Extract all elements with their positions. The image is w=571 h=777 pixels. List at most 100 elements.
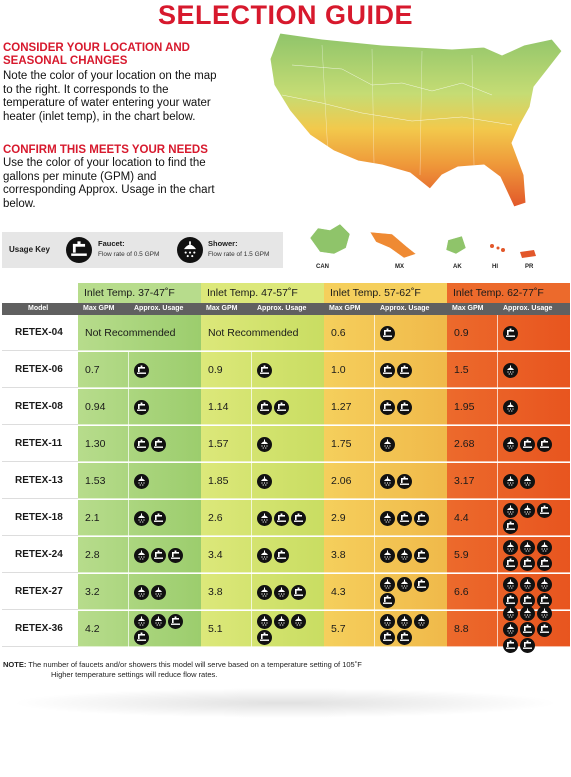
shower-icon (291, 613, 306, 629)
shower-icon (257, 510, 272, 526)
max-gpm-value: 3.17 (454, 475, 475, 487)
faucet-icon (257, 629, 272, 645)
max-gpm-header: Max GPM (452, 305, 484, 312)
max-gpm-value: 1.27 (331, 401, 352, 413)
column-divider (497, 611, 498, 647)
temp-cell: 3.17 (447, 463, 570, 499)
shower-icon (520, 502, 535, 518)
shower-icon (257, 584, 272, 600)
faucet-icon (397, 473, 412, 489)
approx-usage-icons (128, 574, 198, 610)
shower-icon (380, 613, 395, 629)
model-name: RETEX-06 (2, 352, 78, 388)
column-divider (497, 389, 498, 425)
max-gpm-value: 1.5 (454, 364, 469, 376)
max-gpm-value: 3.8 (208, 586, 223, 598)
note-line-2: Higher temperature settings will reduce … (51, 670, 218, 679)
approx-usage-icons (497, 463, 567, 499)
section-confirm-heading: CONFIRM THIS MEETS YOUR NEEDS (3, 144, 208, 156)
temp-cell: 0.6 (324, 315, 447, 351)
max-gpm-value: 0.7 (85, 364, 100, 376)
temp-cell: 2.68 (447, 426, 570, 462)
not-recommended-text: Not Recommended (85, 327, 176, 339)
temp-cell: 2.1 (78, 500, 201, 536)
approx-usage-icons (374, 574, 444, 610)
column-divider (128, 352, 129, 388)
faucet-icon (397, 362, 412, 378)
faucet-icon (520, 555, 535, 571)
inset-label-ak: AK (453, 264, 462, 270)
column-divider (497, 426, 498, 462)
approx-usage-icons (374, 426, 444, 462)
usage-key: Usage Key Faucet: Flow rate of 0.5 GPM S… (2, 232, 283, 268)
temp-cell: 2.8 (78, 537, 201, 573)
column-divider (497, 352, 498, 388)
shower-icon (380, 436, 395, 452)
max-gpm-value: 1.14 (208, 401, 229, 413)
shower-key-desc: Flow rate of 1.5 GPM (208, 251, 270, 258)
column-divider (128, 389, 129, 425)
column-divider (251, 426, 252, 462)
approx-usage-icons (251, 574, 321, 610)
max-gpm-value: 2.6 (208, 512, 223, 524)
section-confirm-body: Use the color of your location to find t… (3, 157, 215, 210)
shower-icon (503, 362, 518, 378)
temp-cell: 1.0 (324, 352, 447, 388)
shower-icon (503, 502, 518, 518)
max-gpm-value: 8.8 (454, 623, 469, 635)
shower-icon (380, 510, 395, 526)
max-gpm-value: 0.94 (85, 401, 106, 413)
map-insets (309, 223, 536, 259)
max-gpm-value: 5.9 (454, 549, 469, 561)
faucet-icon (397, 399, 412, 415)
model-name: RETEX-27 (2, 574, 78, 610)
table-row: RETEX-27 3.2 3.8 4.3 6.6 (2, 574, 570, 611)
shower-icon (151, 613, 166, 629)
shower-icon (257, 547, 272, 563)
faucet-icon (503, 637, 518, 653)
approx-usage-icons (251, 426, 321, 462)
column-divider (497, 500, 498, 536)
shower-icon (537, 576, 552, 592)
faucet-icon (537, 555, 552, 571)
shower-icon (397, 576, 412, 592)
note-line-1: The number of faucets and/or showers thi… (28, 660, 362, 669)
approx-usage-icons (497, 352, 567, 388)
temp-cell: 4.3 (324, 574, 447, 610)
shower-icon (397, 613, 412, 629)
temp-cell: 1.95 (447, 389, 570, 425)
approx-usage-icons (497, 426, 567, 462)
faucet-icon (151, 436, 166, 452)
approx-usage-icons (251, 500, 321, 536)
faucet-icon (66, 237, 92, 263)
temp-cell: Not Recommended (201, 315, 324, 351)
approx-usage-icons (497, 537, 567, 573)
model-name: RETEX-08 (2, 389, 78, 425)
model-name: RETEX-24 (2, 537, 78, 573)
table-row: RETEX-18 2.1 2.6 2.9 4.4 (2, 500, 570, 537)
max-gpm-value: 4.4 (454, 512, 469, 524)
faucet-icon (274, 399, 289, 415)
shower-icon (520, 576, 535, 592)
temp-cell: 3.2 (78, 574, 201, 610)
shower-icon (257, 436, 272, 452)
column-divider (251, 537, 252, 573)
column-divider (128, 463, 129, 499)
faucet-icon (257, 399, 272, 415)
approx-usage-icons (374, 389, 444, 425)
faucet-icon (503, 325, 518, 341)
max-gpm-value: 1.30 (85, 438, 106, 450)
approx-usage-icons (128, 352, 198, 388)
faucet-icon (380, 592, 395, 608)
temp-band-header: Inlet Temp. 37-47˚F (78, 283, 201, 303)
faucet-icon (414, 547, 429, 563)
approx-usage-header: Approx. Usage (380, 305, 430, 312)
faucet-icon (520, 621, 535, 637)
column-divider (374, 315, 375, 351)
column-divider (128, 611, 129, 647)
temp-cell: 2.06 (324, 463, 447, 499)
inset-label-mx: MX (395, 264, 404, 270)
max-gpm-value: 4.2 (85, 623, 100, 635)
approx-usage-header: Approx. Usage (134, 305, 184, 312)
approx-usage-icons (497, 500, 567, 536)
